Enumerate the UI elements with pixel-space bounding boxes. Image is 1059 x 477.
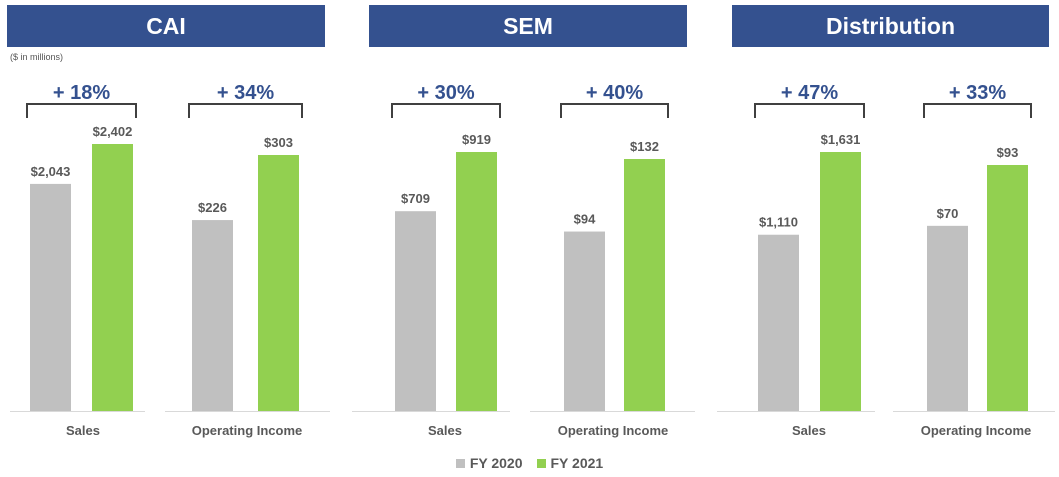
bar-fy2021 bbox=[92, 144, 133, 411]
data-label: $303 bbox=[264, 135, 293, 150]
units-note: ($ in millions) bbox=[10, 52, 64, 62]
growth-label: + 47% bbox=[781, 82, 838, 104]
category-label: Operating Income bbox=[921, 423, 1032, 438]
bar-fy2020 bbox=[30, 183, 71, 411]
data-label: $919 bbox=[462, 132, 491, 147]
data-label: $1,631 bbox=[821, 132, 861, 147]
growth-bracket bbox=[26, 103, 137, 118]
bar-fy2021 bbox=[456, 152, 497, 411]
data-label: $70 bbox=[937, 206, 959, 221]
bar-fy2020 bbox=[395, 211, 436, 411]
growth-bracket bbox=[560, 103, 669, 118]
growth-bracket bbox=[923, 103, 1032, 118]
bar-fy2021 bbox=[258, 155, 299, 411]
legend: FY 2020 FY 2021 bbox=[0, 455, 1059, 471]
data-label: $94 bbox=[574, 212, 596, 227]
segment-title: CAI bbox=[146, 12, 186, 39]
growth-label: + 40% bbox=[586, 82, 643, 104]
data-label: $2,402 bbox=[93, 124, 133, 139]
legend-item-fy2021: FY 2021 bbox=[536, 455, 604, 471]
growth-bracket bbox=[754, 103, 865, 118]
growth-bracket bbox=[391, 103, 501, 118]
category-label: Operating Income bbox=[558, 423, 669, 438]
data-label: $1,110 bbox=[759, 215, 798, 230]
segment-header-cai: CAI bbox=[7, 5, 325, 47]
growth-label: + 18% bbox=[53, 82, 110, 104]
data-label: $132 bbox=[630, 139, 659, 154]
legend-swatch-fy2020 bbox=[455, 458, 465, 468]
category-label: Sales bbox=[428, 423, 462, 438]
legend-item-fy2020: FY 2020 bbox=[455, 455, 523, 471]
segment-header-sem: SEM bbox=[369, 5, 687, 47]
category-label: Sales bbox=[66, 423, 100, 438]
bar-fy2021 bbox=[987, 165, 1028, 411]
growth-bracket bbox=[188, 103, 303, 118]
growth-label: + 30% bbox=[417, 82, 474, 104]
data-label: $93 bbox=[997, 145, 1019, 160]
bar-fy2021 bbox=[624, 159, 665, 411]
bar-fy2020 bbox=[927, 225, 968, 411]
bar-fy2020 bbox=[758, 234, 799, 411]
bar-fy2020 bbox=[564, 231, 605, 411]
segment-title: Distribution bbox=[825, 12, 956, 39]
segment-header-distribution: Distribution bbox=[732, 5, 1049, 47]
bar-fy2020 bbox=[192, 220, 233, 411]
legend-label: FY 2021 bbox=[550, 455, 604, 471]
legend-swatch-fy2021 bbox=[536, 458, 546, 468]
growth-label: + 34% bbox=[217, 82, 274, 104]
category-label: Operating Income bbox=[192, 423, 303, 438]
data-label: $2,043 bbox=[31, 164, 71, 179]
bar-fy2021 bbox=[820, 152, 861, 411]
category-label: Sales bbox=[792, 423, 826, 438]
segment-title: SEM bbox=[503, 12, 553, 39]
growth-label: + 33% bbox=[949, 82, 1006, 104]
data-label: $226 bbox=[198, 200, 227, 215]
legend-label: FY 2020 bbox=[469, 455, 523, 471]
data-label: $709 bbox=[401, 191, 430, 206]
